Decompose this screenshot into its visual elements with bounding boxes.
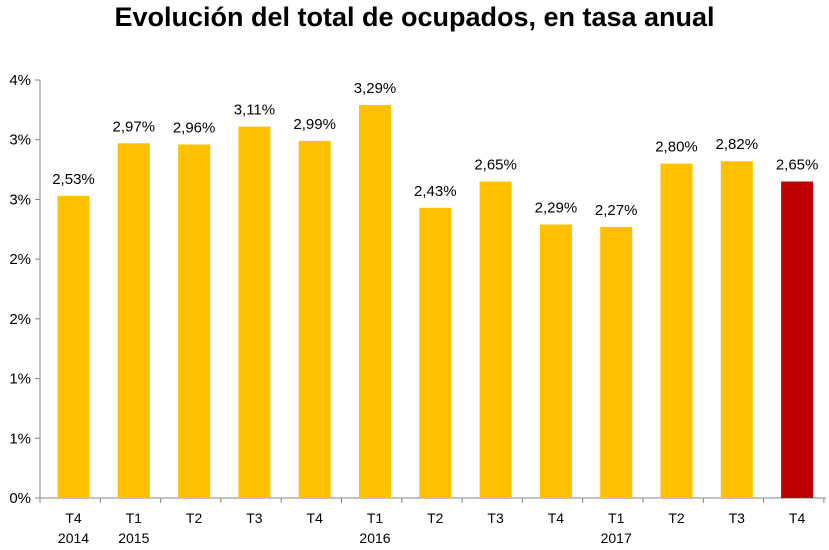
- x-tick-label-quarter: T1: [126, 510, 143, 526]
- data-label: 3,29%: [354, 80, 397, 97]
- x-tick-label-quarter: T1: [367, 510, 384, 526]
- y-tick-label: 3%: [9, 191, 31, 208]
- bar: [539, 224, 572, 498]
- bar: [298, 140, 331, 498]
- y-tick-label: 2%: [9, 311, 31, 328]
- chart-title: Evolución del total de ocupados, en tasa…: [114, 2, 715, 32]
- x-tick-label-year: 2016: [359, 530, 390, 546]
- y-tick-label: 0%: [9, 490, 31, 507]
- y-tick-label: 3%: [9, 132, 31, 149]
- data-label: 2,43%: [414, 183, 457, 200]
- data-label: 3,11%: [234, 102, 275, 119]
- x-tick-label-quarter: T4: [65, 510, 82, 526]
- x-tick-label-quarter: T2: [427, 510, 444, 526]
- bar: [178, 144, 211, 498]
- x-tick-label-quarter: T3: [729, 510, 746, 526]
- x-tick-label-quarter: T2: [186, 510, 203, 526]
- bar: [419, 207, 452, 498]
- data-label: 2,65%: [474, 157, 517, 174]
- x-tick-label-quarter: T4: [789, 510, 806, 526]
- x-tick-label-quarter: T3: [246, 510, 263, 526]
- data-label: 2,53%: [52, 171, 95, 188]
- x-tick-label-year: 2014: [58, 530, 89, 546]
- x-tick-label-quarter: T1: [608, 510, 625, 526]
- data-label: 2,99%: [293, 116, 336, 133]
- bar: [117, 143, 150, 498]
- x-tick-label-quarter: T3: [487, 510, 504, 526]
- bar: [600, 226, 633, 498]
- bar: [660, 163, 693, 498]
- y-tick-label: 4%: [9, 72, 31, 89]
- x-tick-label-year: 2015: [118, 530, 149, 546]
- bar: [57, 195, 90, 499]
- y-tick-label: 1%: [9, 430, 31, 447]
- data-label: 2,97%: [113, 118, 156, 135]
- bar: [781, 181, 814, 498]
- data-label: 2,96%: [173, 119, 216, 136]
- bar: [359, 105, 391, 498]
- y-tick-label: 2%: [9, 251, 31, 268]
- data-label: 2,29%: [535, 200, 578, 217]
- y-tick-label: 1%: [9, 371, 31, 388]
- data-label: 2,27%: [595, 202, 638, 219]
- bar: [479, 181, 512, 498]
- x-tick-label-quarter: T4: [548, 510, 565, 526]
- x-tick-label-year: 2017: [601, 530, 632, 546]
- x-tick-label-quarter: T4: [307, 510, 324, 526]
- data-label: 2,82%: [716, 136, 759, 153]
- x-tick-label-quarter: T2: [668, 510, 685, 526]
- data-label: 2,80%: [655, 139, 698, 156]
- bar: [720, 161, 753, 498]
- data-label: 2,65%: [776, 157, 819, 174]
- bar: [238, 126, 271, 498]
